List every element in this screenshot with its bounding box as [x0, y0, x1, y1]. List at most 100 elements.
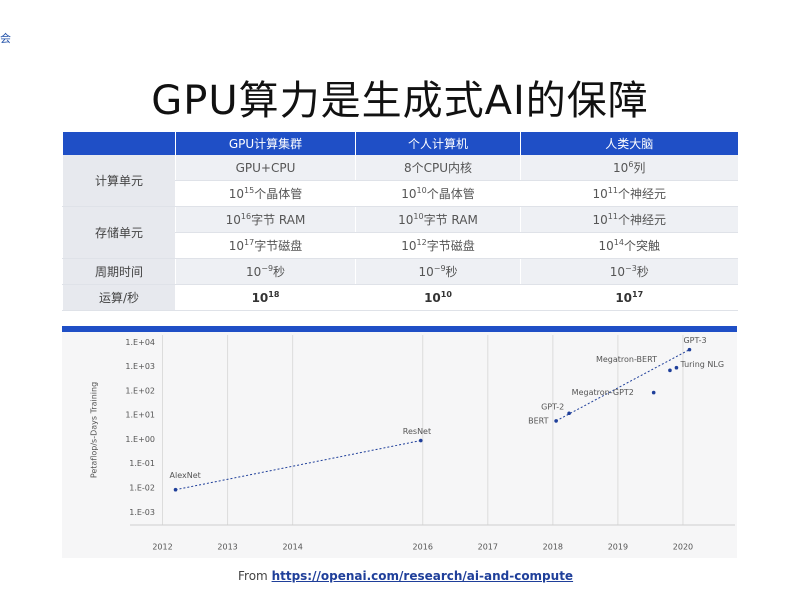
row-header: 周期时间 [62, 258, 176, 285]
cell-unit: 秒 [636, 265, 649, 279]
cell-base: 10 [613, 161, 629, 175]
table-cell: 1014个突触 [520, 232, 738, 259]
cell-base: 10 [609, 265, 625, 279]
table-cell: 1018 [175, 284, 356, 311]
table-row: 周期时间 10−9秒 10−9秒 10−3秒 [62, 258, 738, 285]
point-label: Megatron-BERT [596, 355, 657, 364]
table-cell: 10−9秒 [175, 258, 356, 285]
x-tick-label: 2016 [413, 543, 433, 552]
table-cell: 1010字节 RAM [355, 206, 521, 233]
cell-base: 10 [592, 213, 608, 227]
cell-exponent: 10 [413, 212, 424, 221]
table-cell: 1012字节磁盘 [355, 232, 521, 259]
table-row: 运算/秒 1018 1010 1017 [62, 284, 738, 311]
y-axis-label: Petaflop/s-Days Training [90, 382, 99, 478]
cell-unit: 个晶体管 [254, 187, 303, 201]
table-cell: 10−3秒 [520, 258, 738, 285]
cell-base: 10 [228, 187, 245, 201]
data-point [674, 365, 679, 370]
cell-exponent: 17 [632, 290, 644, 299]
data-point [687, 347, 692, 352]
x-tick-label: 2012 [152, 543, 172, 552]
cell-exponent: 17 [244, 238, 255, 247]
column-header: 人类大脑 [520, 132, 738, 155]
table-row: 1015个晶体管 1010个晶体管 1011个神经元 [63, 180, 738, 207]
cell-base: 10 [245, 265, 262, 279]
table-cell: 10−9秒 [355, 258, 521, 285]
trend-line [175, 440, 421, 491]
point-label: Megatron-GPT2 [572, 388, 634, 397]
data-point [554, 419, 558, 423]
cell-base: 10 [228, 239, 245, 253]
chart-top-bar [62, 326, 737, 332]
x-tick-label: 2018 [543, 543, 563, 552]
table-cell: 106列 [520, 155, 738, 181]
y-tick-label: 1.E+01 [125, 411, 155, 420]
y-tick-label: 1.E-03 [129, 508, 155, 517]
cell-base: 10 [424, 291, 441, 305]
cell-base: 10 [401, 239, 417, 253]
cell-exponent: 12 [416, 238, 427, 247]
cell-unit: 秒 [445, 265, 458, 279]
cell-base: 10 [225, 213, 241, 227]
table-row: 存储单元 1016字节 RAM 1010字节 RAM 1011个神经元 [62, 206, 738, 259]
data-point [173, 487, 178, 492]
source-link[interactable]: https://openai.com/research/ai-and-compu… [271, 569, 574, 583]
column-header: GPU计算集群 [175, 132, 356, 155]
cell-exponent: 15 [244, 186, 255, 195]
cell-exponent: 11 [607, 212, 618, 221]
header-blank [62, 132, 176, 155]
data-point [567, 411, 571, 416]
cell-unit: 字节磁盘 [426, 239, 475, 253]
table-body: 计算单元 GPU+CPU 8个CPU内核 106列 1015个晶体管 1010个晶体管 10… [62, 155, 738, 311]
cell-exponent: 14 [613, 238, 624, 247]
table-cell: 8个CPU内核 [355, 155, 521, 181]
table-row: 1017字节磁盘 1012字节磁盘 1014个突触 [63, 232, 738, 259]
table-cell: 1017 [520, 284, 738, 311]
cell-unit: 个晶体管 [426, 187, 475, 201]
cell-exponent: 6 [628, 160, 634, 169]
cell-unit: 字节 RAM [423, 213, 478, 227]
x-tick-label: 2014 [282, 543, 302, 552]
point-label: GPT-3 [683, 336, 706, 345]
cell-exponent: −9 [261, 264, 274, 273]
data-point [418, 438, 423, 443]
data-point [668, 368, 672, 373]
point-label: AlexNet [170, 471, 201, 480]
table-cell: 1015个晶体管 [175, 180, 356, 207]
point-label: BERT [528, 416, 549, 425]
table-row: 计算单元 GPU+CPU 8个CPU内核 106列 [62, 155, 738, 207]
source-prefix: From [238, 569, 268, 583]
cell-exponent: 18 [268, 290, 280, 299]
table-cell: GPU+CPU [175, 155, 356, 181]
cell-base: 10 [398, 213, 414, 227]
x-tick-label: 2019 [608, 543, 628, 552]
cell-exponent: 16 [240, 212, 252, 221]
cell-exponent: −3 [624, 264, 637, 273]
cell-unit: 个突触 [623, 239, 660, 253]
comparison-table: GPU计算集群 个人计算机 人类大脑 计算单元 GPU+CPU 8个CPU内核 106列 1… [62, 132, 738, 311]
cell-base: 10 [418, 265, 434, 279]
cell-unit: 秒 [273, 265, 286, 279]
y-tick-label: 1.E-01 [129, 459, 155, 468]
table-cell: 1017字节磁盘 [175, 232, 356, 259]
y-tick-label: 1.E+00 [125, 435, 155, 444]
cell-unit: 字节磁盘 [254, 239, 303, 253]
data-point [651, 390, 656, 395]
y-tick-label: 1.E+02 [125, 386, 155, 395]
corner-text: 会 [0, 32, 11, 45]
cell-base: 10 [401, 187, 417, 201]
x-tick-label: 2020 [673, 543, 693, 552]
row-header: 计算单元 [62, 155, 176, 207]
table-cell: 1010 [355, 284, 521, 311]
table-header: GPU计算集群 个人计算机 人类大脑 [62, 132, 738, 155]
table-cell: 1010个晶体管 [355, 180, 521, 207]
table-cell: 1016字节 RAM [175, 206, 356, 233]
cell-unit: 字节 RAM [251, 213, 306, 227]
y-tick-label: 1.E+04 [125, 338, 155, 347]
cell-exponent: 11 [607, 186, 618, 195]
cell-base: 10 [251, 291, 269, 305]
table-cell: 1011个神经元 [520, 180, 738, 207]
cell-exponent: 10 [416, 186, 427, 195]
